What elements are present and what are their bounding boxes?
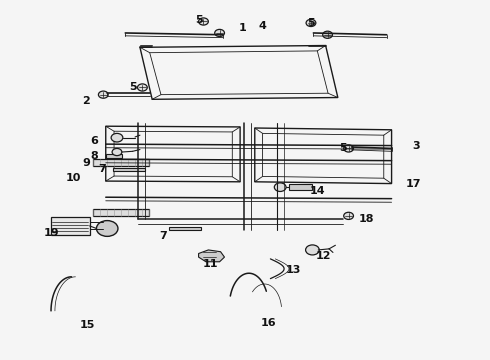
Text: 8: 8 xyxy=(91,150,98,161)
Circle shape xyxy=(198,18,208,25)
Circle shape xyxy=(97,221,118,237)
Circle shape xyxy=(274,183,286,192)
Circle shape xyxy=(306,19,316,27)
Circle shape xyxy=(323,31,332,39)
Text: 10: 10 xyxy=(65,173,81,183)
Circle shape xyxy=(306,245,319,255)
Text: 5: 5 xyxy=(339,143,346,153)
Circle shape xyxy=(98,91,108,98)
Text: 6: 6 xyxy=(91,136,98,146)
Circle shape xyxy=(343,212,353,220)
Bar xyxy=(93,159,149,166)
Text: 7: 7 xyxy=(98,164,106,174)
Text: 5: 5 xyxy=(307,18,315,28)
Polygon shape xyxy=(198,250,224,262)
Text: 9: 9 xyxy=(82,158,90,168)
Polygon shape xyxy=(106,154,122,158)
Polygon shape xyxy=(169,226,201,230)
Bar xyxy=(93,210,149,216)
Text: 16: 16 xyxy=(261,319,276,328)
Circle shape xyxy=(343,145,353,152)
Text: 14: 14 xyxy=(310,186,325,196)
Text: 2: 2 xyxy=(82,96,90,106)
Text: 7: 7 xyxy=(160,231,167,240)
Text: 3: 3 xyxy=(412,141,420,151)
Circle shape xyxy=(138,84,147,91)
Text: 1: 1 xyxy=(239,23,246,33)
Text: 13: 13 xyxy=(286,265,301,275)
Circle shape xyxy=(112,148,122,156)
Text: 18: 18 xyxy=(358,215,374,224)
Text: 19: 19 xyxy=(44,228,60,238)
Text: 5: 5 xyxy=(195,15,202,26)
Text: 12: 12 xyxy=(316,251,331,261)
Circle shape xyxy=(215,30,224,37)
Polygon shape xyxy=(289,184,313,190)
Polygon shape xyxy=(113,168,145,171)
Text: 17: 17 xyxy=(406,179,421,189)
Bar xyxy=(50,217,90,234)
Circle shape xyxy=(111,134,123,142)
Text: 4: 4 xyxy=(258,21,266,31)
Text: 5: 5 xyxy=(129,82,136,92)
Text: 11: 11 xyxy=(203,259,219,269)
Text: 15: 15 xyxy=(80,320,96,330)
